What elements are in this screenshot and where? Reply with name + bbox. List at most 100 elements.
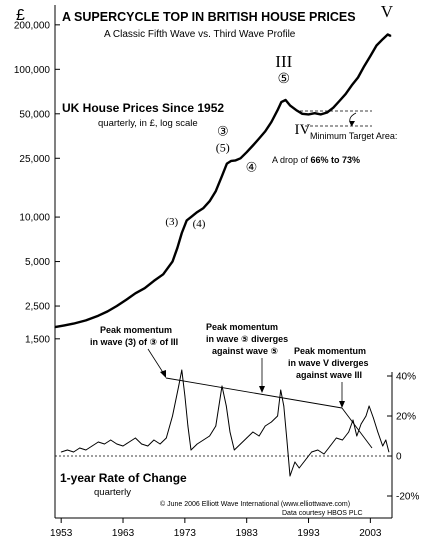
price-point — [332, 107, 334, 109]
price-point — [176, 247, 179, 249]
roc-point — [122, 445, 124, 447]
roc-point — [172, 415, 173, 417]
roc-point — [66, 449, 68, 451]
price-point — [280, 101, 282, 103]
roc-point — [356, 435, 358, 437]
x-tick-label: 1963 — [112, 528, 135, 539]
price-point — [369, 55, 371, 57]
roc-point — [79, 447, 81, 449]
roc-point — [352, 419, 354, 421]
roc-point — [246, 437, 248, 439]
roc-point — [225, 405, 227, 407]
roc-point — [184, 395, 186, 397]
wave-label: (5) — [216, 140, 230, 154]
peak-momentum-2-line2: in wave ⑤ diverges — [206, 334, 288, 344]
price-tick-label: 2,500 — [25, 302, 50, 313]
price-point — [125, 299, 127, 301]
roc-series-title: 1-year Rate of Change — [60, 471, 187, 485]
peak-momentum-3-line1: Peak momentum — [294, 346, 366, 356]
peak-momentum-3-arrowhead — [339, 401, 345, 408]
roc-point — [147, 445, 149, 447]
price-point — [196, 211, 198, 213]
roc-point — [141, 443, 142, 445]
roc-tick-label: 0 — [396, 452, 402, 463]
price-series-layer — [54, 33, 392, 329]
target-drop-value: 66% to 73% — [311, 155, 361, 165]
price-point — [285, 99, 287, 101]
roc-point — [134, 437, 136, 439]
price-point — [264, 130, 266, 133]
roc-point — [283, 405, 285, 407]
price-tick-label: 5,000 — [25, 257, 50, 268]
roc-point — [97, 441, 99, 443]
roc-point — [373, 417, 374, 419]
price-point — [382, 38, 384, 40]
price-point — [246, 151, 248, 153]
momentum-divergence-line-2 — [341, 407, 373, 449]
price-point — [390, 35, 392, 37]
roc-point — [181, 369, 183, 371]
roc-point — [196, 443, 198, 445]
price-tick-label: 200,000 — [14, 20, 51, 31]
price-point — [387, 33, 389, 36]
x-tick-label: 2003 — [359, 528, 382, 539]
price-point — [258, 137, 260, 140]
roc-point — [388, 451, 390, 453]
price-point — [277, 109, 279, 111]
roc-point — [317, 449, 319, 451]
roc-point — [365, 415, 367, 417]
price-point — [190, 216, 192, 218]
price-point — [226, 163, 228, 165]
roc-y-axis: 40% 20% 0 -20% — [387, 372, 419, 503]
wave-label: IV — [295, 122, 311, 138]
roc-point — [153, 439, 155, 441]
wave-label: ③ — [217, 123, 229, 138]
chart-subtitle: A Classic Fifth Wave vs. Third Wave Prof… — [104, 29, 296, 40]
roc-point — [258, 435, 260, 437]
price-point — [307, 113, 310, 116]
price-tick-label: 1,500 — [25, 334, 50, 345]
roc-point — [110, 439, 112, 441]
price-point — [289, 104, 291, 106]
price-point — [171, 260, 174, 263]
price-point — [301, 113, 303, 115]
price-series-title: UK House Prices Since 1952 — [62, 101, 224, 115]
wave-label: III — [275, 52, 292, 71]
roc-point — [85, 449, 87, 451]
price-point — [181, 232, 183, 234]
price-point — [116, 305, 118, 307]
roc-point — [294, 461, 296, 463]
price-point — [338, 100, 341, 102]
target-drop-prefix: A drop of — [272, 155, 311, 165]
roc-point — [280, 389, 282, 391]
wave-label: ④ — [246, 160, 258, 175]
price-point — [202, 207, 205, 209]
price-series-note: quarterly, in £, log scale — [98, 118, 198, 129]
price-point — [186, 219, 188, 221]
price-point — [314, 112, 316, 114]
roc-point — [159, 443, 161, 445]
roc-point — [128, 441, 130, 443]
roc-point — [271, 421, 272, 423]
price-point — [85, 319, 87, 321]
copyright-text: © June 2006 Elliott Wave International (… — [160, 500, 350, 508]
chart-frame — [54, 5, 393, 519]
x-tick-label: 1953 — [50, 528, 73, 539]
x-tick-label: 1983 — [236, 528, 259, 539]
peak-momentum-1-arrow — [147, 348, 165, 375]
price-point — [106, 310, 109, 312]
roc-point — [190, 449, 192, 451]
roc-point — [360, 423, 362, 425]
target-arrow-head — [349, 121, 355, 126]
roc-point — [329, 445, 331, 447]
roc-point — [252, 431, 254, 433]
roc-point — [335, 437, 337, 439]
roc-point — [382, 445, 384, 447]
price-point — [345, 93, 347, 95]
roc-point — [311, 451, 313, 453]
price-point — [234, 159, 237, 161]
price-point — [134, 292, 136, 294]
price-tick-label: 25,000 — [19, 154, 50, 165]
roc-point — [104, 443, 105, 445]
peak-momentum-2-arrowhead — [259, 386, 265, 393]
